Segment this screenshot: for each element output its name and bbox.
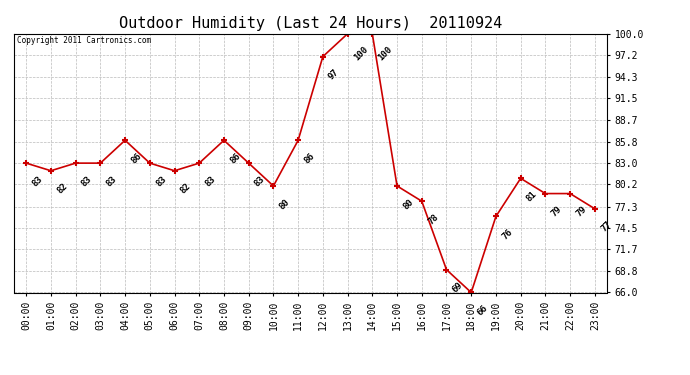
Text: 82: 82 xyxy=(55,182,69,196)
Text: 83: 83 xyxy=(204,174,217,188)
Text: 83: 83 xyxy=(80,174,94,188)
Text: 97: 97 xyxy=(327,68,341,82)
Text: 83: 83 xyxy=(30,174,44,188)
Text: Copyright 2011 Cartronics.com: Copyright 2011 Cartronics.com xyxy=(17,36,151,45)
Text: 79: 79 xyxy=(549,205,564,219)
Text: 82: 82 xyxy=(179,182,193,196)
Text: 80: 80 xyxy=(401,197,415,211)
Text: 66: 66 xyxy=(475,304,489,318)
Text: 81: 81 xyxy=(525,189,539,203)
Text: 78: 78 xyxy=(426,212,440,226)
Title: Outdoor Humidity (Last 24 Hours)  20110924: Outdoor Humidity (Last 24 Hours) 2011092… xyxy=(119,16,502,31)
Text: 83: 83 xyxy=(253,174,267,188)
Text: 83: 83 xyxy=(104,174,119,188)
Text: 86: 86 xyxy=(302,152,316,165)
Text: 77: 77 xyxy=(599,220,613,234)
Text: 100: 100 xyxy=(377,45,394,63)
Text: 80: 80 xyxy=(277,197,292,211)
Text: 86: 86 xyxy=(228,152,242,165)
Text: 76: 76 xyxy=(500,228,514,242)
Text: 86: 86 xyxy=(129,152,144,165)
Text: 79: 79 xyxy=(574,205,589,219)
Text: 69: 69 xyxy=(451,281,464,295)
Text: 83: 83 xyxy=(154,174,168,188)
Text: 100: 100 xyxy=(352,45,370,63)
